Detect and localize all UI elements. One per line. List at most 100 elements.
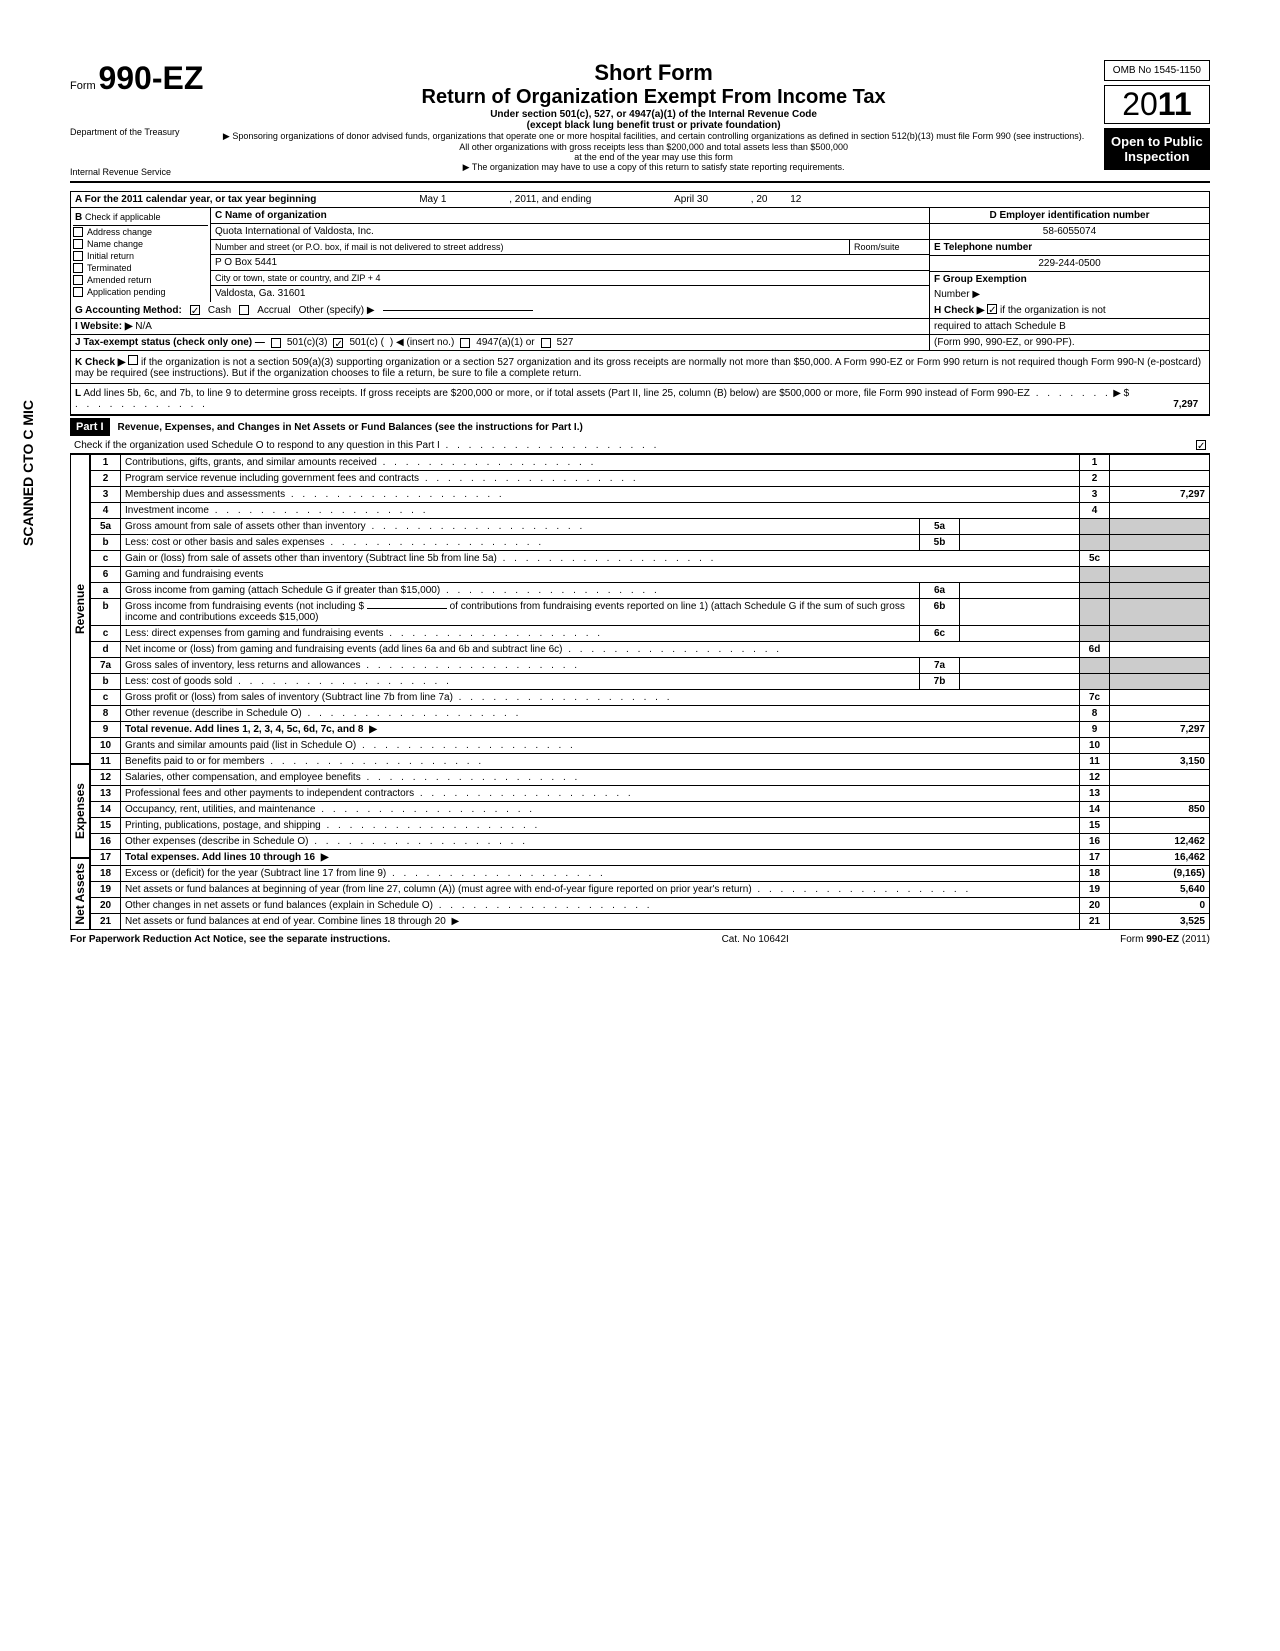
- l-value: 7,297: [1173, 399, 1198, 410]
- check-address-change[interactable]: Address change: [73, 226, 208, 238]
- line-10: 10Grants and similar amounts paid (list …: [91, 738, 1210, 754]
- open-public: Open to Public: [1110, 134, 1204, 149]
- line-5a: 5aGross amount from sale of assets other…: [91, 519, 1210, 535]
- tax-year: 2011: [1104, 85, 1210, 124]
- inspection-box: Open to Public Inspection: [1104, 128, 1210, 170]
- d-label: D Employer identification number: [989, 210, 1149, 221]
- form-number-box: Form 990-EZ Department of the Treasury I…: [70, 60, 203, 177]
- l-text: Add lines 5b, 6c, and 7b, to line 9 to d…: [75, 388, 1111, 410]
- h-text: if the organization is not: [1000, 305, 1106, 316]
- check-name-change[interactable]: Name change: [73, 238, 208, 250]
- check-terminated[interactable]: Terminated: [73, 262, 208, 274]
- row-i: I Website: ▶ N/A required to attach Sche…: [71, 319, 1209, 335]
- phone: 229-244-0500: [930, 256, 1209, 272]
- dept-line1: Department of the Treasury: [70, 127, 203, 137]
- form-header: Form 990-EZ Department of the Treasury I…: [70, 60, 1210, 183]
- check-pending[interactable]: Application pending: [73, 286, 208, 298]
- line-15: 15Printing, publications, postage, and s…: [91, 818, 1210, 834]
- footer-right: Form 990-EZ (2011): [1120, 934, 1210, 945]
- row-k: K Check ▶ if the organization is not a s…: [71, 351, 1209, 384]
- check-501c[interactable]: [333, 338, 343, 348]
- room-label: Room/suite: [849, 240, 929, 254]
- website: N/A: [135, 321, 152, 332]
- row-g: G Accounting Method: Cash Accrual Other …: [71, 302, 1209, 319]
- line-16: 16Other expenses (describe in Schedule O…: [91, 834, 1210, 850]
- check-initial-return[interactable]: Initial return: [73, 250, 208, 262]
- row-tax-year: A For the 2011 calendar year, or tax yea…: [71, 192, 1209, 208]
- short-form-label: Short Form: [213, 60, 1093, 86]
- part1-check-row: Check if the organization used Schedule …: [70, 438, 1210, 454]
- scanned-margin-text: SCANNED CTO C MIC: [20, 400, 36, 546]
- side-expenses: Expenses: [71, 779, 89, 843]
- note2: All other organizations with gross recei…: [213, 142, 1093, 152]
- j-label: J Tax-exempt status (check only one) —: [75, 337, 265, 348]
- omb-number: OMB No 1545-1150: [1104, 60, 1210, 81]
- addr-label: Number and street (or P.O. box, if mail …: [211, 240, 849, 254]
- part1-label: Part I: [70, 418, 110, 436]
- note3: at the end of the year may use this form: [213, 152, 1093, 162]
- line-6b: bGross income from fundraising events (n…: [91, 599, 1210, 626]
- check-accrual[interactable]: [239, 305, 249, 315]
- form-prefix: Form: [70, 80, 96, 92]
- h-label: H Check ▶: [934, 305, 984, 316]
- subtitle2: (except black lung benefit trust or priv…: [213, 120, 1093, 131]
- line-17: 17Total expenses. Add lines 10 through 1…: [91, 850, 1210, 866]
- check-k[interactable]: [128, 355, 138, 365]
- dept-line2: Internal Revenue Service: [70, 167, 203, 177]
- row-j: J Tax-exempt status (check only one) — 5…: [71, 335, 1209, 351]
- line-5b: bLess: cost or other basis and sales exp…: [91, 535, 1210, 551]
- line-7a: 7aGross sales of inventory, less returns…: [91, 658, 1210, 674]
- e-label: E Telephone number: [934, 242, 1032, 253]
- l-label: L: [75, 388, 81, 399]
- year-value: 11: [1158, 86, 1192, 122]
- part1-header-row: Part I Revenue, Expenses, and Changes in…: [70, 415, 1210, 438]
- b-label: B: [75, 212, 82, 223]
- form-page: SCANNED CTO C MIC Form 990-EZ Department…: [50, 40, 1230, 965]
- note1: ▶ Sponsoring organizations of donor advi…: [213, 131, 1093, 142]
- line-6d: dNet income or (loss) from gaming and fu…: [91, 642, 1210, 658]
- check-amended[interactable]: Amended return: [73, 274, 208, 286]
- check-527[interactable]: [541, 338, 551, 348]
- f-label: F Group Exemption: [934, 274, 1027, 285]
- check-h[interactable]: [987, 304, 997, 314]
- line-6c: cLess: direct expenses from gaming and f…: [91, 626, 1210, 642]
- side-netassets: Net Assets: [71, 859, 89, 929]
- part1-check-text: Check if the organization used Schedule …: [74, 440, 659, 451]
- year-suffix: , 20: [751, 194, 768, 205]
- line-9: 9Total revenue. Add lines 1, 2, 3, 4, 5c…: [91, 722, 1210, 738]
- g-label: G Accounting Method:: [75, 305, 182, 316]
- line-6a: aGross income from gaming (attach Schedu…: [91, 583, 1210, 599]
- row-l: L Add lines 5b, 6c, and 7b, to line 9 to…: [71, 384, 1209, 414]
- b-text: Check if applicable: [85, 212, 161, 222]
- line-6: 6Gaming and fundraising events: [91, 567, 1210, 583]
- city-label: City or town, state or country, and ZIP …: [211, 271, 929, 286]
- c-label: C Name of organization: [215, 210, 327, 221]
- right-header-box: OMB No 1545-1150 2011 Open to Public Ins…: [1104, 60, 1210, 170]
- l-arrow: ▶ $: [1113, 388, 1129, 399]
- line-7b: bLess: cost of goods sold7b: [91, 674, 1210, 690]
- footer-mid: Cat. No 10642I: [722, 934, 789, 945]
- check-501c3[interactable]: [271, 338, 281, 348]
- line-8: 8Other revenue (describe in Schedule O)8: [91, 706, 1210, 722]
- section-b-checks: B Check if applicable Address change Nam…: [71, 208, 211, 302]
- line-19: 19Net assets or fund balances at beginni…: [91, 882, 1210, 898]
- k-text: if the organization is not a section 509…: [75, 357, 1201, 379]
- line-11: 11Benefits paid to or for members113,150: [91, 754, 1210, 770]
- line-2: 2Program service revenue including gover…: [91, 471, 1210, 487]
- footer: For Paperwork Reduction Act Notice, see …: [70, 930, 1210, 945]
- k-label: K Check ▶: [75, 357, 125, 368]
- line-4: 4Investment income4: [91, 503, 1210, 519]
- finance-table: 1Contributions, gifts, grants, and simil…: [90, 454, 1210, 930]
- side-revenue: Revenue: [71, 580, 89, 638]
- line-21: 21Net assets or fund balances at end of …: [91, 914, 1210, 930]
- check-4947[interactable]: [460, 338, 470, 348]
- f-label2: Number ▶: [930, 287, 1209, 302]
- line-5c: cGain or (loss) from sale of assets othe…: [91, 551, 1210, 567]
- check-cash[interactable]: [190, 305, 200, 315]
- section-a: A For the 2011 calendar year, or tax yea…: [70, 191, 1210, 415]
- a-mid: , 2011, and ending: [509, 194, 591, 205]
- line-13: 13Professional fees and other payments t…: [91, 786, 1210, 802]
- line-18: 18Excess or (deficit) for the year (Subt…: [91, 866, 1210, 882]
- line-14: 14Occupancy, rent, utilities, and mainte…: [91, 802, 1210, 818]
- check-schedule-o[interactable]: [1196, 440, 1206, 450]
